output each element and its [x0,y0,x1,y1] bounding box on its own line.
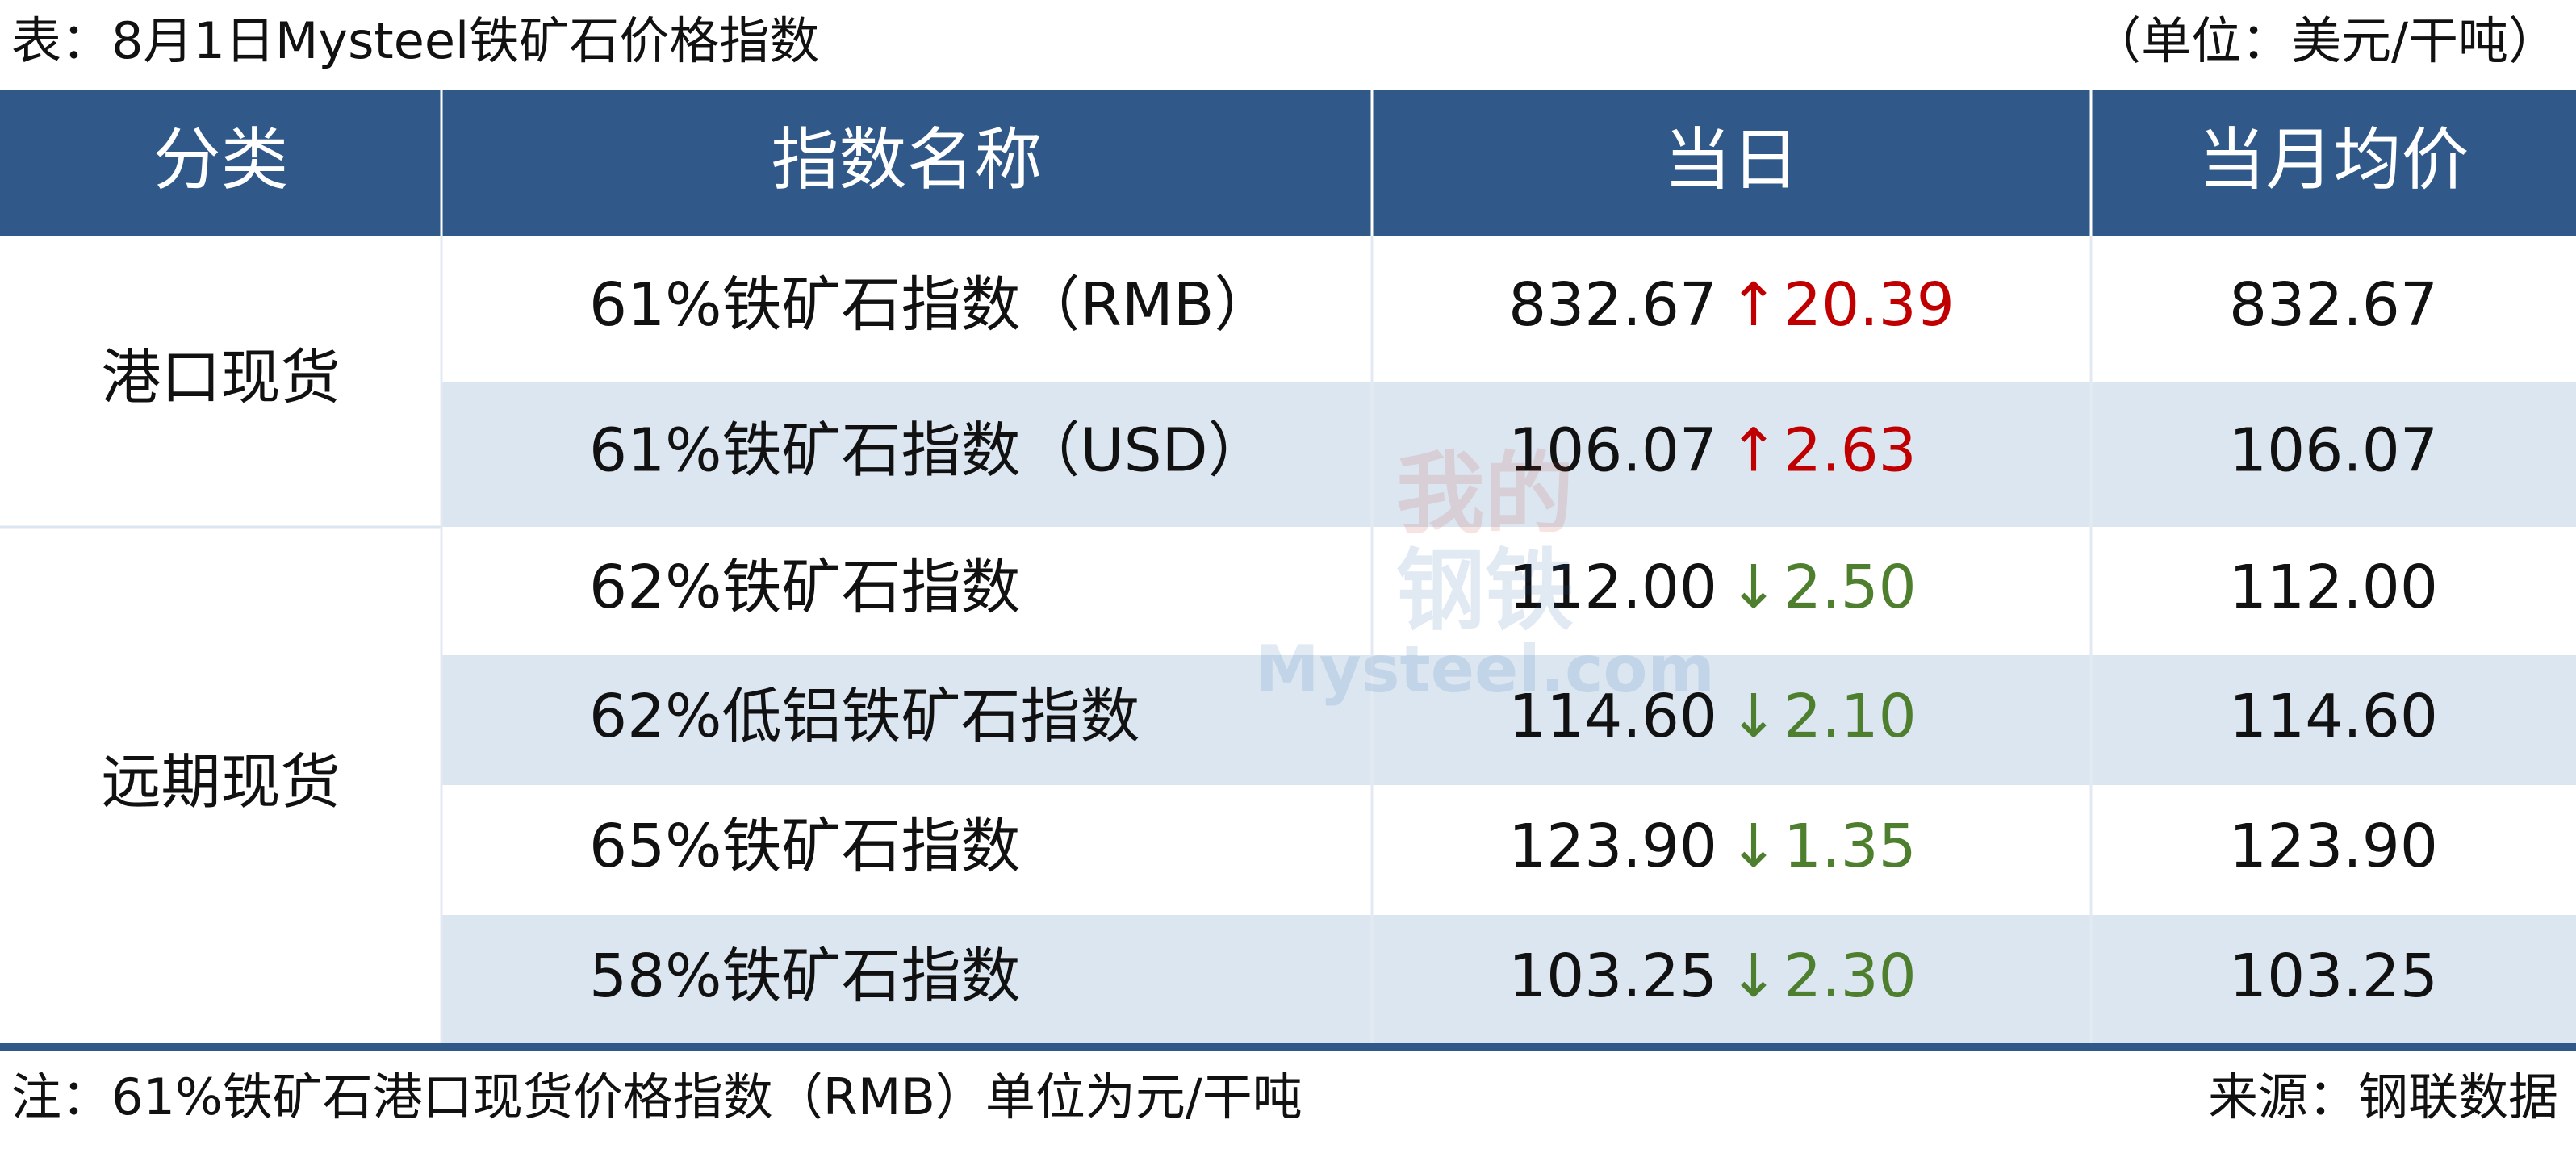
index-name: 61%铁矿石指数（USD） [589,416,1268,486]
column-header: 指数名称 [771,120,1042,199]
change-value: 1.35 [1784,812,1917,881]
average-value: 123.90 [2229,812,2438,881]
current-value: 114.60 [1508,682,1717,751]
column-header: 分类 [153,120,288,199]
change-value: 2.50 [1784,553,1917,622]
change-arrow: ↓ [1729,812,1779,881]
average-value: 114.60 [2229,682,2438,751]
current-value: 106.07 [1508,416,1717,486]
source: 来源：钢联数据 [2208,1068,2558,1126]
change-arrow: ↓ [1729,942,1779,1011]
index-name: 65%铁矿石指数 [589,812,1020,881]
current-value: 832.67 [1508,270,1717,340]
change-arrow: ↑ [1729,416,1779,486]
table-header [0,90,2576,236]
row-shade [441,915,2576,1045]
group-label: 港口现货 [102,343,341,412]
change-arrow: ↓ [1729,682,1779,751]
average-value: 103.25 [2229,942,2438,1011]
average-value: 106.07 [2229,416,2438,486]
watermark-text: Mysteel.com [1255,632,1715,707]
change-value: 20.39 [1784,270,1955,340]
footnote: 注：61%铁矿石港口现货价格指数（RMB）单位为元/干吨 [11,1068,1303,1126]
change-value: 2.30 [1784,942,1917,1011]
index-name: 61%铁矿石指数（RMB） [589,270,1274,340]
watermark: 我的 钢铁 Mysteel.com [1255,442,1715,707]
current-value: 112.00 [1508,553,1717,622]
watermark-text: 我的 [1396,442,1574,545]
index-name: 58%铁矿石指数 [589,942,1020,1011]
current-value: 103.25 [1508,942,1717,1011]
current-value: 123.90 [1508,812,1717,881]
change-arrow: ↓ [1729,553,1779,622]
column-header: 当月均价 [2198,120,2469,199]
title: 表：8月1日Mysteel铁矿石价格指数 [11,11,819,70]
row-shade [441,655,2576,785]
bottom-rule [0,1043,2576,1051]
average-value: 832.67 [2229,270,2438,340]
index-name: 62%铁矿石指数 [589,553,1020,622]
change-value: 2.10 [1784,682,1917,751]
watermark-text: 钢铁 [1396,539,1574,642]
row-shade [441,382,2576,527]
average-value: 112.00 [2229,553,2438,622]
change-value: 2.63 [1784,416,1917,486]
unit: （单位：美元/干吨） [2091,11,2558,70]
index-name: 62%低铝铁矿石指数 [589,682,1140,751]
column-header: 当日 [1663,120,1799,199]
group-label: 远期现货 [102,748,341,817]
change-arrow: ↑ [1729,270,1779,340]
